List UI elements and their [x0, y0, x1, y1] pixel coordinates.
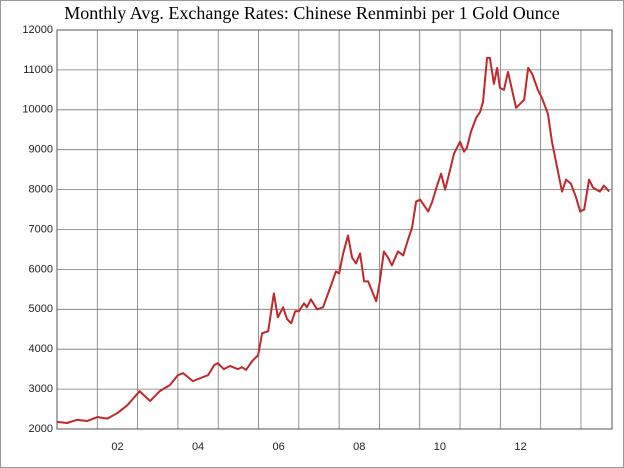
x-tick-label: 06: [273, 441, 285, 453]
x-tick-label: 10: [434, 441, 446, 453]
marks: [56, 56, 610, 425]
data-line: [56, 56, 610, 425]
y-tick-label: 6000: [29, 263, 53, 275]
labels: 2000 3000 4000 5000 6000 7000 8000 9000 10000 110…: [22, 24, 526, 453]
y-tick-label: 9000: [29, 144, 53, 156]
plot-border: [56, 29, 613, 430]
y-tick-label: 11000: [23, 64, 53, 76]
y-tick-label: 10000: [22, 104, 53, 116]
y-tick-label: 5000: [29, 303, 53, 315]
x-tick-label: 08: [353, 441, 365, 453]
x-tick-label: 02: [111, 441, 123, 453]
y-tick-label: 3000: [29, 383, 53, 395]
y-tick-label: 2000: [29, 423, 53, 435]
y-tick-label: 4000: [29, 343, 53, 355]
y-tick-label: 7000: [29, 223, 53, 235]
x-tick-label: 12: [514, 441, 526, 453]
y-tick-label: 12000: [22, 24, 53, 36]
x-tick-label: 04: [192, 441, 204, 453]
y-tick-label: 8000: [29, 184, 53, 196]
chart-title: Monthly Avg. Exchange Rates: Chinese Ren…: [64, 3, 560, 23]
